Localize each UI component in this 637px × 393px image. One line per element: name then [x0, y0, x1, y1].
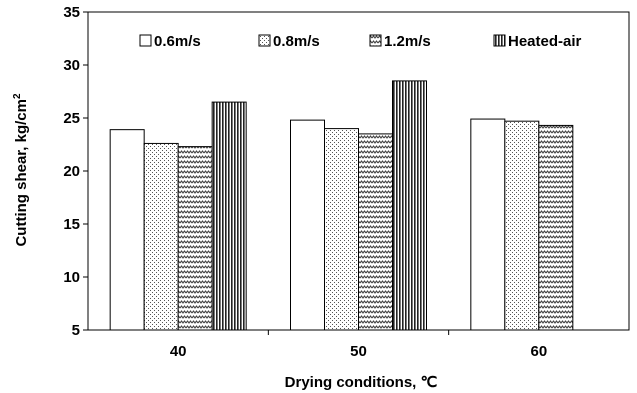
legend-label: 0.6m/s: [154, 33, 201, 50]
y-axis-title: Cutting shear, kg/cm2: [12, 93, 30, 247]
x-axis-title: Drying conditions, ℃: [285, 374, 438, 391]
legend: 0.6m/s 0.8m/s 1.2m/s Heated-air: [139, 33, 582, 50]
y-tick-label: 10: [63, 269, 80, 286]
bar-0-8m-s-50: [324, 128, 359, 331]
bar-0-6m-s-60: [470, 118, 506, 331]
legend-swatch: [493, 34, 506, 47]
bar-heated-air-50: [392, 80, 427, 331]
x-tick-label: 50: [350, 343, 367, 360]
y-axis-title-group: Cutting shear, kg/cm2: [12, 93, 30, 247]
x-axis: 40 50 60: [170, 330, 547, 360]
y-tick-label: 20: [63, 163, 80, 180]
bar-0-8m-s-60: [504, 120, 540, 331]
x-tick-label: 40: [170, 343, 187, 360]
bar-0-6m-s-50: [290, 119, 325, 331]
plot-frame: [87, 11, 630, 331]
y-tick-label: 15: [63, 216, 80, 233]
bar-1-2m-s-60: [538, 124, 574, 331]
bar-1-2m-s-50: [358, 133, 393, 331]
bar-0-6m-s-40: [109, 129, 145, 331]
bar-heated-air-40: [211, 101, 247, 331]
legend-swatch: [258, 34, 271, 47]
bars: [109, 80, 574, 331]
y-axis: 5 10 15 20 25 30 35: [63, 4, 88, 339]
legend-swatch: [369, 34, 382, 47]
y-tick-label: 5: [72, 322, 80, 339]
bar-1-2m-s-40: [177, 146, 213, 331]
legend-label: 1.2m/s: [384, 33, 431, 50]
legend-label: Heated-air: [508, 33, 582, 50]
legend-label: 0.8m/s: [273, 33, 320, 50]
x-tick-label: 60: [530, 343, 547, 360]
legend-swatch: [139, 34, 152, 47]
y-tick-label: 30: [63, 57, 80, 74]
y-tick-label: 35: [63, 4, 80, 21]
bar-0-8m-s-40: [143, 142, 179, 331]
y-tick-label: 25: [63, 110, 80, 127]
